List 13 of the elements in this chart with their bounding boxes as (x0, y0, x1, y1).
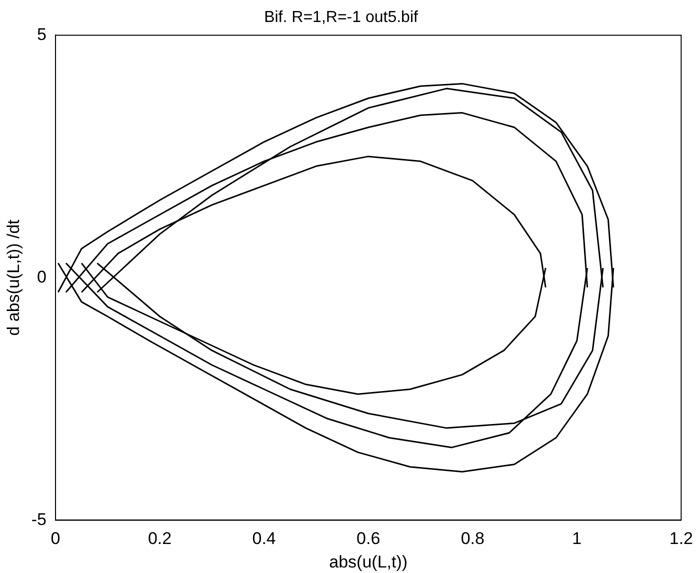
x-tick-label: 1 (572, 529, 582, 548)
x-tick-label: 0.6 (356, 529, 380, 548)
chart-title: Bif. R=1,R=-1 out5.bif (264, 9, 418, 26)
x-tick-label: 1.2 (669, 529, 694, 548)
x-axis-title: abs(u(L,t)) (329, 552, 408, 572)
y-tick-label: 0 (37, 267, 47, 286)
y-tick-label: 5 (37, 24, 47, 44)
x-tick-label: 0.8 (460, 529, 484, 548)
y-tick-label: -5 (31, 510, 47, 529)
y-axis-title: d abs(u(L,t)) /dt (4, 219, 23, 336)
x-tick-label: 0.4 (252, 529, 276, 548)
x-tick-label: 0 (50, 529, 60, 548)
x-tick-label: 0.2 (148, 529, 172, 548)
